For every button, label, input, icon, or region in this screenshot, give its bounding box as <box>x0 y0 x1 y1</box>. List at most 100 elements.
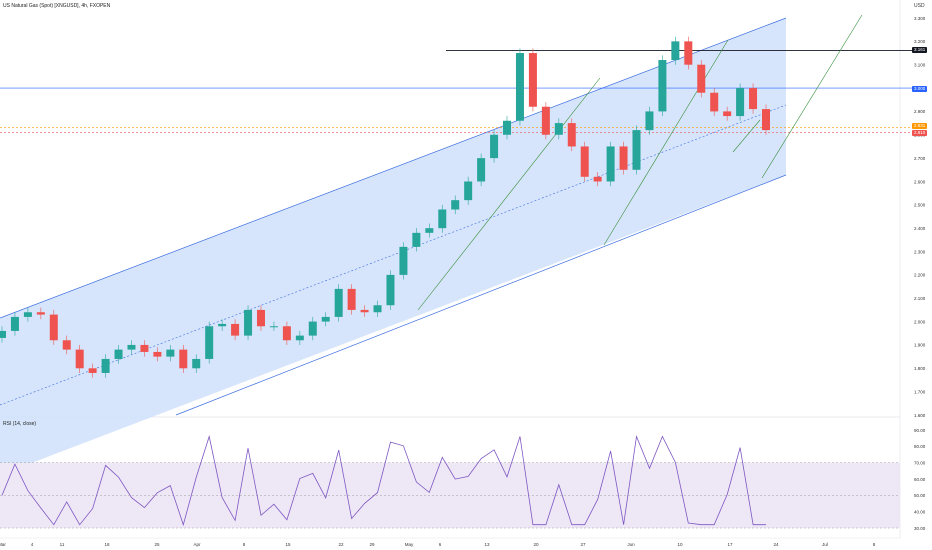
price-tick-label: 2.600 <box>914 179 926 184</box>
candle-body <box>256 309 265 327</box>
candle-body <box>295 335 304 341</box>
rsi-tick-label: 70.00 <box>914 460 926 465</box>
candle-body <box>127 344 136 350</box>
time-tick-label: 18 <box>104 542 110 547</box>
candle-body <box>231 323 240 336</box>
candle-body <box>671 41 680 61</box>
channel-upper-line <box>0 17 787 319</box>
candle-body <box>464 181 473 201</box>
trend-line-4 <box>732 119 761 153</box>
horizontal-price-label: 3.000 <box>912 86 928 92</box>
candle-body <box>88 368 97 373</box>
chart-title: US Natural Gas (Spot) [XNGUSD], 4h, FXOP… <box>3 3 111 9</box>
candle-body <box>308 321 317 336</box>
rsi-line <box>1 434 766 527</box>
channel-lower-line <box>175 174 787 416</box>
candle-body <box>632 130 641 170</box>
candle-body <box>360 309 369 313</box>
candle-body <box>218 323 227 327</box>
candle-body <box>62 340 71 350</box>
candle-body <box>515 53 524 121</box>
candle-body <box>114 349 123 359</box>
price-tick-label: 3.100 <box>914 63 926 68</box>
candle-body <box>412 232 421 247</box>
time-tick-label: Jun <box>627 542 635 547</box>
candle-body <box>282 326 291 341</box>
candle-body <box>477 158 486 182</box>
price-tick-label: 2.500 <box>914 203 926 208</box>
candle-body <box>205 326 214 359</box>
time-tick-label: 25 <box>154 542 160 547</box>
candle-body <box>658 60 667 112</box>
channel-fill <box>0 18 786 475</box>
price-tick-label: 2.400 <box>914 226 926 231</box>
candle-body <box>554 123 563 135</box>
candle-body <box>749 88 758 110</box>
candle-body <box>321 316 330 322</box>
time-tick-label: 15 <box>285 542 291 547</box>
price-tick-label: 1.700 <box>914 389 926 394</box>
price-tick-label: 1.900 <box>914 343 926 348</box>
candle-body <box>166 349 175 357</box>
candle-body <box>503 120 512 135</box>
time-tick-label: Apr <box>193 542 201 547</box>
candle-body <box>697 64 706 93</box>
time-tick-label: 13 <box>484 542 490 547</box>
current-price-label-red: 2.810 <box>912 130 928 136</box>
channel-mid-line <box>0 104 787 406</box>
price-tick-label: 1.800 <box>914 366 926 371</box>
candle-body <box>386 274 395 306</box>
candle-body <box>49 314 58 341</box>
candle-body <box>36 312 45 315</box>
candle-body <box>23 312 32 317</box>
candle-body <box>723 111 732 117</box>
candle-body <box>244 309 253 336</box>
current-price-label-orange: 2.831 <box>912 123 928 129</box>
rsi-title: RSI (14, close) <box>3 421 37 427</box>
time-tick-label: 8 <box>873 542 876 547</box>
time-tick-label: 20 <box>533 542 539 547</box>
candle-body <box>593 176 602 182</box>
candle-body <box>645 111 654 131</box>
candle-body <box>101 358 110 373</box>
time-tick-label: May <box>405 542 414 547</box>
candle-body <box>153 351 162 357</box>
time-tick-label: 6 <box>439 542 442 547</box>
candle-body <box>541 106 550 135</box>
price-tick-label: 2.100 <box>914 296 926 301</box>
rsi-tick-label: 80.00 <box>914 444 926 449</box>
price-tick-label: 2.900 <box>914 109 926 114</box>
trend-line-3 <box>761 14 863 179</box>
trend-line-2 <box>603 39 729 246</box>
candle-body <box>619 146 628 170</box>
price-tick-label: 3.200 <box>914 39 926 44</box>
price-tick-label: 2.000 <box>914 319 926 324</box>
price-tick-label: 2.300 <box>914 249 926 254</box>
candle-body <box>399 246 408 275</box>
candle-body <box>269 326 278 328</box>
time-tick-label: 17 <box>727 542 733 547</box>
rsi-tick-label: 50.00 <box>914 493 926 498</box>
candle-body <box>438 209 447 229</box>
candle-body <box>567 123 576 147</box>
candle-body <box>528 53 537 107</box>
candle-body <box>179 349 188 369</box>
candle-body <box>710 92 719 112</box>
time-tick-label: 24 <box>773 542 779 547</box>
time-tick-label: 11 <box>60 542 65 547</box>
time-tick-label: 27 <box>580 542 586 547</box>
candle-body <box>0 330 6 338</box>
candle-body <box>192 358 201 369</box>
candle-body <box>736 88 745 117</box>
price-tick-label: 2.700 <box>914 156 926 161</box>
price-tick-label: 2.200 <box>914 273 926 278</box>
price-tick-label: 1.600 <box>914 413 926 418</box>
candle-body <box>606 146 615 182</box>
time-tick-label: 8 <box>243 542 246 547</box>
candle-body <box>490 134 499 159</box>
candle-body <box>373 305 382 313</box>
time-tick-label: 10 <box>677 542 683 547</box>
trend-line-1 <box>417 77 601 311</box>
time-tick-label: 29 <box>369 542 375 547</box>
